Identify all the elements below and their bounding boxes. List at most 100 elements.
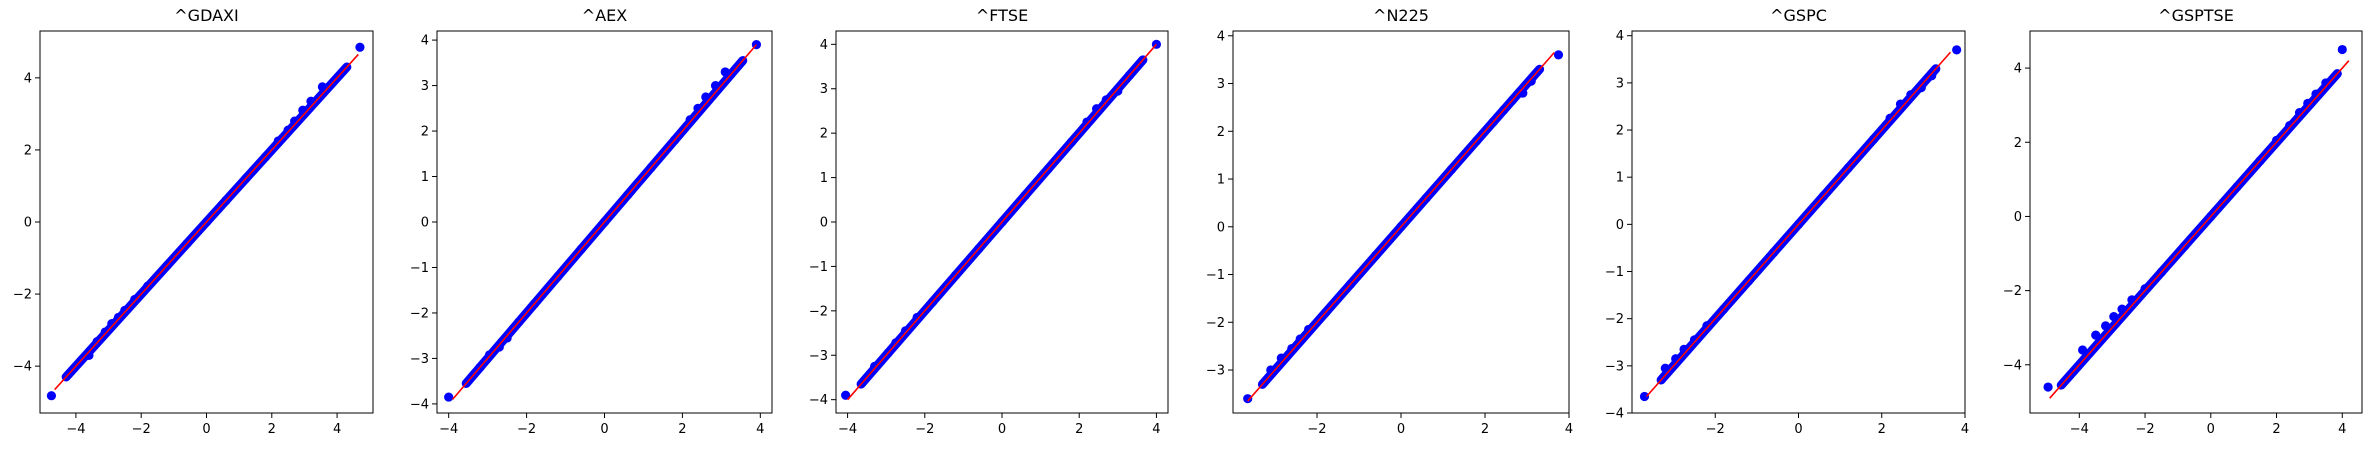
y-tick-label: −2	[809, 304, 828, 319]
y-tick-label: 0	[421, 216, 429, 231]
y-tick-label: 1	[421, 170, 429, 185]
x-tick-label: 2	[268, 422, 276, 437]
data-point	[2077, 345, 2088, 355]
data-point	[283, 125, 293, 135]
x-tick-label: −2	[2135, 422, 2154, 437]
data-point	[1702, 321, 1712, 331]
subplot-title: ^FTSE	[976, 6, 1028, 25]
data-point	[870, 361, 880, 371]
data-point	[1639, 391, 1650, 402]
data-point	[1660, 363, 1670, 373]
data-point	[2101, 321, 2111, 331]
x-tick-label: −4	[838, 422, 857, 437]
y-tick-label: −2	[2003, 284, 2022, 299]
x-tick-label: 2	[1075, 422, 1083, 437]
y-tick-label: 0	[1616, 218, 1624, 233]
plot-data-layer	[841, 39, 1162, 401]
y-tick-label: 4	[1217, 29, 1225, 44]
x-tick-label: −2	[1706, 422, 1725, 437]
data-point	[685, 115, 695, 125]
data-point	[2271, 135, 2282, 146]
x-tick-label: 4	[756, 422, 764, 437]
data-point	[1916, 82, 1926, 93]
fit-line	[1247, 51, 1555, 402]
y-tick-label: −4	[1605, 407, 1624, 422]
data-point	[1287, 343, 1297, 354]
y-tick-label: 4	[2014, 62, 2022, 77]
data-point	[1906, 90, 1916, 100]
subplot-3: ^FTSE −4 −2 0 2 4 −4 −3 −2 −1 0 1 2 3 4	[809, 6, 1169, 437]
data-point	[2127, 295, 2137, 305]
data-point	[2109, 311, 2119, 322]
data-point	[720, 67, 730, 77]
x-tick-label: −4	[439, 422, 458, 437]
y-tick-label: 1	[820, 171, 828, 186]
data-point	[107, 319, 117, 329]
x-tick-label: 2	[2272, 422, 2280, 437]
data-point	[46, 391, 57, 401]
data-point	[900, 326, 911, 336]
data-point	[1526, 76, 1536, 86]
data-point	[2337, 44, 2347, 55]
data-point	[2117, 304, 2127, 314]
data-point	[1885, 113, 1895, 123]
y-tick-label: 3	[1616, 76, 1624, 91]
y-tick-label: −4	[809, 393, 828, 408]
y-tick-label: 2	[1217, 125, 1225, 140]
data-point	[113, 312, 123, 323]
y-tick-label: 2	[24, 143, 32, 158]
fit-line	[54, 53, 359, 391]
x-tick-label: 0	[202, 422, 210, 437]
data-point	[1295, 334, 1305, 344]
data-point	[912, 312, 922, 323]
subplot-5: ^GSPC −2 0 2 4 −4 −3 −2 −1 0 1 2 3 4	[1605, 6, 1969, 437]
x-tick-label: 4	[2338, 422, 2346, 437]
data-point	[1113, 86, 1123, 96]
y-tick-label: 4	[24, 71, 32, 86]
axes-frame	[2029, 30, 2363, 414]
y-tick-label: −2	[13, 288, 32, 303]
y-tick-label: −1	[1605, 265, 1624, 280]
y-tick-label: −4	[2003, 358, 2022, 373]
fit-line	[2049, 60, 2350, 399]
data-point	[100, 327, 110, 337]
y-tick-label: −4	[13, 360, 32, 375]
x-tick-label: 4	[1961, 422, 1969, 437]
subplot-1: ^GDAXI −4 −2 0 2 4 −4 −2 0 2 4	[13, 6, 374, 437]
data-point	[84, 350, 94, 360]
y-tick-label: 4	[1616, 29, 1624, 44]
x-tick-label: 0	[1794, 422, 1802, 437]
y-tick-label: 1	[1217, 173, 1225, 188]
y-tick-label: 2	[421, 125, 429, 140]
subplot-title: ^GSPTSE	[2158, 6, 2234, 25]
subplot-title: ^N225	[1373, 6, 1429, 25]
data-point	[317, 82, 327, 92]
data-point	[2140, 284, 2150, 294]
data-point	[355, 42, 365, 52]
y-tick-label: −2	[1605, 312, 1624, 327]
data-point	[1082, 117, 1092, 127]
subplot-6: ^GSPTSE −4 −2 0 2 4 −4 −2 0 2 4	[2003, 6, 2363, 437]
x-tick-label: 0	[998, 422, 1006, 437]
plot-data-layer	[46, 42, 365, 401]
x-tick-label: 0	[600, 422, 608, 437]
x-tick-label: −2	[132, 422, 151, 437]
data-point	[298, 105, 308, 115]
subplot-4: ^N225 −2 0 2 4 −3 −2 −1 0 1 2 3 4	[1206, 6, 1573, 437]
y-tick-label: 0	[24, 216, 32, 231]
x-tick-label: −2	[1307, 422, 1326, 437]
y-tick-label: −3	[1206, 364, 1225, 379]
plot-data-layer	[1639, 45, 1962, 402]
y-tick-label: 0	[1217, 220, 1225, 235]
data-point	[290, 116, 300, 126]
y-tick-label: 0	[2014, 210, 2022, 225]
y-tick-label: −1	[410, 261, 429, 276]
y-tick-label: −3	[1605, 359, 1624, 374]
x-tick-label: −4	[66, 422, 85, 437]
y-tick-label: 2	[820, 127, 828, 142]
fit-line	[846, 43, 1158, 401]
plot-data-layer	[2043, 44, 2350, 399]
plot-data-layer	[444, 40, 762, 402]
fit-line	[451, 44, 758, 400]
